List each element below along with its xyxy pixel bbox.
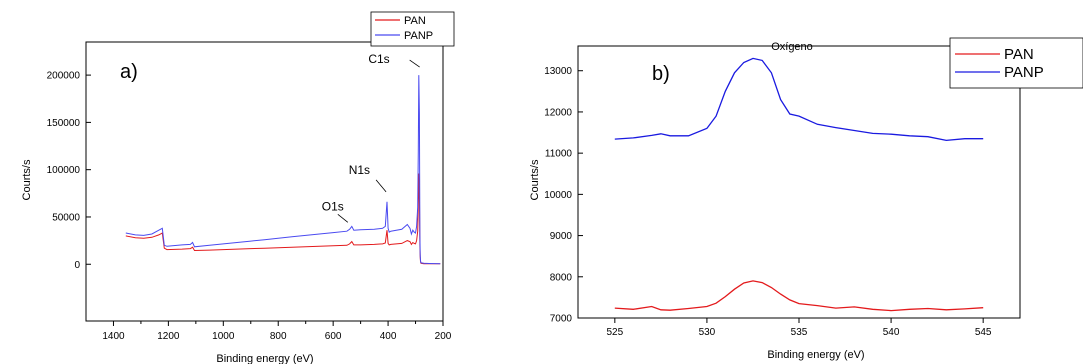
series-group-a — [125, 75, 441, 265]
y-tick-label-b: 9000 — [550, 231, 573, 242]
y-tick-label-a: 200000 — [47, 71, 81, 82]
peak-label-c1s: C1s — [368, 52, 389, 66]
series-line-b-pan — [614, 280, 984, 312]
peak-arrow-c1s — [409, 59, 420, 68]
x-tick-label-a: 200 — [435, 331, 452, 342]
x-axis-a: 1400 1200 1000 800 600 400 200 — [102, 321, 452, 342]
y-axis-b: 7000 8000 9000 10000 11000 12000 13000 — [544, 66, 583, 325]
legend-label-a-panp: PANP — [404, 30, 433, 42]
legend-label-a-pan: PAN — [404, 15, 426, 27]
panel-b-label: b) — [652, 63, 670, 85]
y-axis-title-a: Courts/s — [21, 159, 33, 200]
y-tick-label-b: 10000 — [544, 190, 572, 201]
peak-arrow-n1s — [375, 179, 387, 193]
series-line-a-panp — [125, 75, 441, 265]
plot-frame-a — [85, 41, 444, 322]
x-tick-label-a: 1200 — [157, 331, 180, 342]
legend-box-a — [370, 11, 455, 47]
x-tick-label-b: 530 — [699, 327, 716, 338]
x-axis-title-a: Binding energy (eV) — [216, 353, 313, 364]
x-tick-label-a: 1000 — [212, 331, 235, 342]
y-tick-label-a: 0 — [74, 260, 80, 271]
legend-label-b-panp: PANP — [1004, 64, 1044, 81]
panel-a-label: a) — [120, 61, 138, 83]
series-line-a-pan — [125, 173, 441, 265]
x-tick-label-a: 800 — [270, 331, 287, 342]
x-tick-label-b: 525 — [606, 327, 623, 338]
x-tick-label-a: 600 — [325, 331, 342, 342]
y-tick-label-b: 11000 — [545, 149, 573, 160]
x-tick-label-a: 1400 — [102, 331, 125, 342]
y-axis-a: 0 50000 100000 150000 200000 — [47, 71, 91, 271]
legend-box-b — [949, 37, 1083, 89]
y-tick-label-b: 7000 — [550, 314, 573, 325]
x-tick-label-b: 535 — [791, 327, 808, 338]
y-tick-label-b: 8000 — [550, 272, 573, 283]
y-tick-label-b: 12000 — [544, 107, 572, 118]
peak-label-n1s: N1s — [349, 163, 370, 177]
x-tick-label-b: 545 — [975, 327, 992, 338]
x-tick-label-b: 540 — [883, 327, 900, 338]
x-axis-b: 525 530 535 540 545 — [606, 318, 992, 338]
legend-label-b-pan: PAN — [1004, 46, 1034, 63]
y-axis-title-b: Courts/s — [529, 159, 541, 200]
x-axis-title-b: Binding energy (eV) — [767, 349, 864, 361]
y-tick-label-a: 50000 — [52, 212, 80, 223]
y-tick-label-b: 13000 — [544, 66, 572, 77]
x-tick-label-a: 400 — [380, 331, 397, 342]
legend-a: PAN PANP — [370, 11, 455, 47]
peak-arrow-o1s — [337, 214, 349, 223]
series-group-b — [614, 57, 984, 312]
series-line-b-panp — [614, 57, 984, 142]
y-tick-label-a: 100000 — [47, 165, 81, 176]
peak-label-o1s: O1s — [322, 199, 344, 213]
chart-panel-a: 0 50000 100000 150000 200000 1400 1200 1000 800… — [21, 11, 455, 364]
peak-annotations-a: C1s N1s O1s — [322, 52, 420, 223]
y-tick-label-a: 150000 — [47, 118, 81, 129]
chart-title-b: Oxígeno — [771, 41, 813, 53]
